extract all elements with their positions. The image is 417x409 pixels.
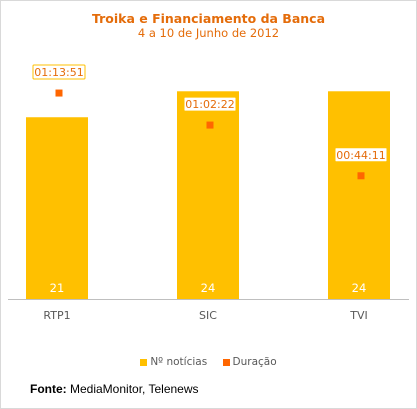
duration-label-box-sic: [183, 96, 237, 112]
source-text: MediaMonitor, Telenews: [70, 382, 199, 396]
source-label: Fonte:: [30, 382, 67, 396]
chart-title: Troika e Financiamento da Banca: [91, 11, 326, 26]
duration-label-tvi: 00:44:11: [336, 149, 385, 162]
category-label-rtp1: RTP1: [43, 309, 70, 322]
duration-label-sic: 01:02:22: [185, 98, 234, 111]
bar-value-label-tvi: 24: [352, 281, 367, 295]
legend-label-noticias: Nº notícias: [150, 356, 208, 368]
chart-legend: Nº notícias Duração: [0, 356, 417, 368]
bar-tvi: [328, 91, 390, 299]
legend-swatch-duracao: [222, 358, 230, 366]
duration-label-rtp1: 01:13:51: [34, 66, 83, 79]
legend-item-noticias: Nº notícias: [140, 356, 207, 368]
legend-swatch-noticias: [140, 358, 148, 366]
legend-label-duracao: Duração: [232, 356, 277, 368]
legend-item-duracao: Duração: [222, 356, 277, 368]
duration-marker-sic: [206, 121, 214, 129]
duration-label-box-rtp1: [32, 64, 86, 80]
duration-label-box-tvi: [334, 147, 388, 163]
bar-rtp1: [26, 117, 88, 299]
duration-marker-tvi: [357, 172, 365, 180]
category-label-sic: SIC: [199, 309, 217, 322]
bar-value-label-rtp1: 21: [50, 281, 65, 295]
duration-marker-rtp1: [55, 89, 63, 97]
source-note: Fonte: MediaMonitor, Telenews: [30, 382, 199, 396]
category-label-tvi: TVI: [349, 309, 368, 322]
bar-value-label-sic: 24: [201, 281, 216, 295]
chart-subtitle: 4 a 10 de Junho de 2012: [137, 26, 280, 40]
